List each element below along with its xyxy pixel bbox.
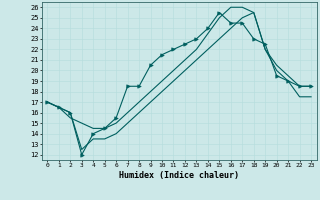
X-axis label: Humidex (Indice chaleur): Humidex (Indice chaleur) xyxy=(119,171,239,180)
